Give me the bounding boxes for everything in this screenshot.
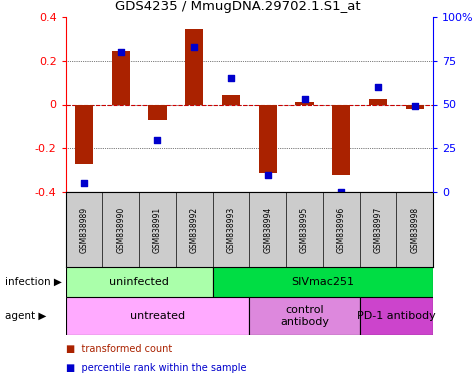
Bar — [66, 267, 213, 297]
Text: uninfected: uninfected — [109, 277, 169, 287]
Text: GSM838998: GSM838998 — [410, 207, 419, 253]
Text: GSM838993: GSM838993 — [227, 206, 236, 253]
Bar — [406, 104, 424, 109]
Point — [154, 136, 162, 142]
Text: control
antibody: control antibody — [280, 305, 329, 327]
Text: GSM838991: GSM838991 — [153, 207, 162, 253]
Point — [264, 171, 272, 177]
Point — [374, 84, 382, 90]
Point — [337, 189, 345, 195]
Text: GSM838992: GSM838992 — [190, 207, 199, 253]
Text: GSM838994: GSM838994 — [263, 206, 272, 253]
Bar — [360, 297, 433, 335]
Bar — [249, 297, 360, 335]
Text: PD-1 antibody: PD-1 antibody — [357, 311, 436, 321]
Text: GSM838997: GSM838997 — [373, 206, 382, 253]
Bar — [75, 104, 93, 164]
Text: GDS4235 / MmugDNA.29702.1.S1_at: GDS4235 / MmugDNA.29702.1.S1_at — [114, 0, 361, 13]
Text: GSM838995: GSM838995 — [300, 206, 309, 253]
Text: GSM838996: GSM838996 — [337, 206, 346, 253]
Text: ■  transformed count: ■ transformed count — [66, 344, 172, 354]
Point — [411, 103, 418, 109]
Bar — [66, 297, 249, 335]
Bar — [148, 104, 167, 120]
Bar — [369, 99, 387, 104]
Text: ■  percentile rank within the sample: ■ percentile rank within the sample — [66, 363, 246, 373]
Bar — [258, 104, 277, 174]
Text: GSM838989: GSM838989 — [79, 207, 88, 253]
Bar — [332, 104, 351, 174]
Text: untreated: untreated — [130, 311, 185, 321]
Point — [227, 75, 235, 81]
Text: agent ▶: agent ▶ — [5, 311, 46, 321]
Point — [117, 49, 124, 55]
Text: GSM838990: GSM838990 — [116, 206, 125, 253]
Bar — [295, 102, 314, 104]
Text: SIVmac251: SIVmac251 — [291, 277, 354, 287]
Bar — [112, 51, 130, 104]
Point — [80, 180, 88, 186]
Text: infection ▶: infection ▶ — [5, 277, 62, 287]
Point — [190, 44, 198, 50]
Bar — [185, 29, 203, 104]
Point — [301, 96, 308, 102]
Bar — [213, 267, 433, 297]
Bar — [222, 95, 240, 104]
